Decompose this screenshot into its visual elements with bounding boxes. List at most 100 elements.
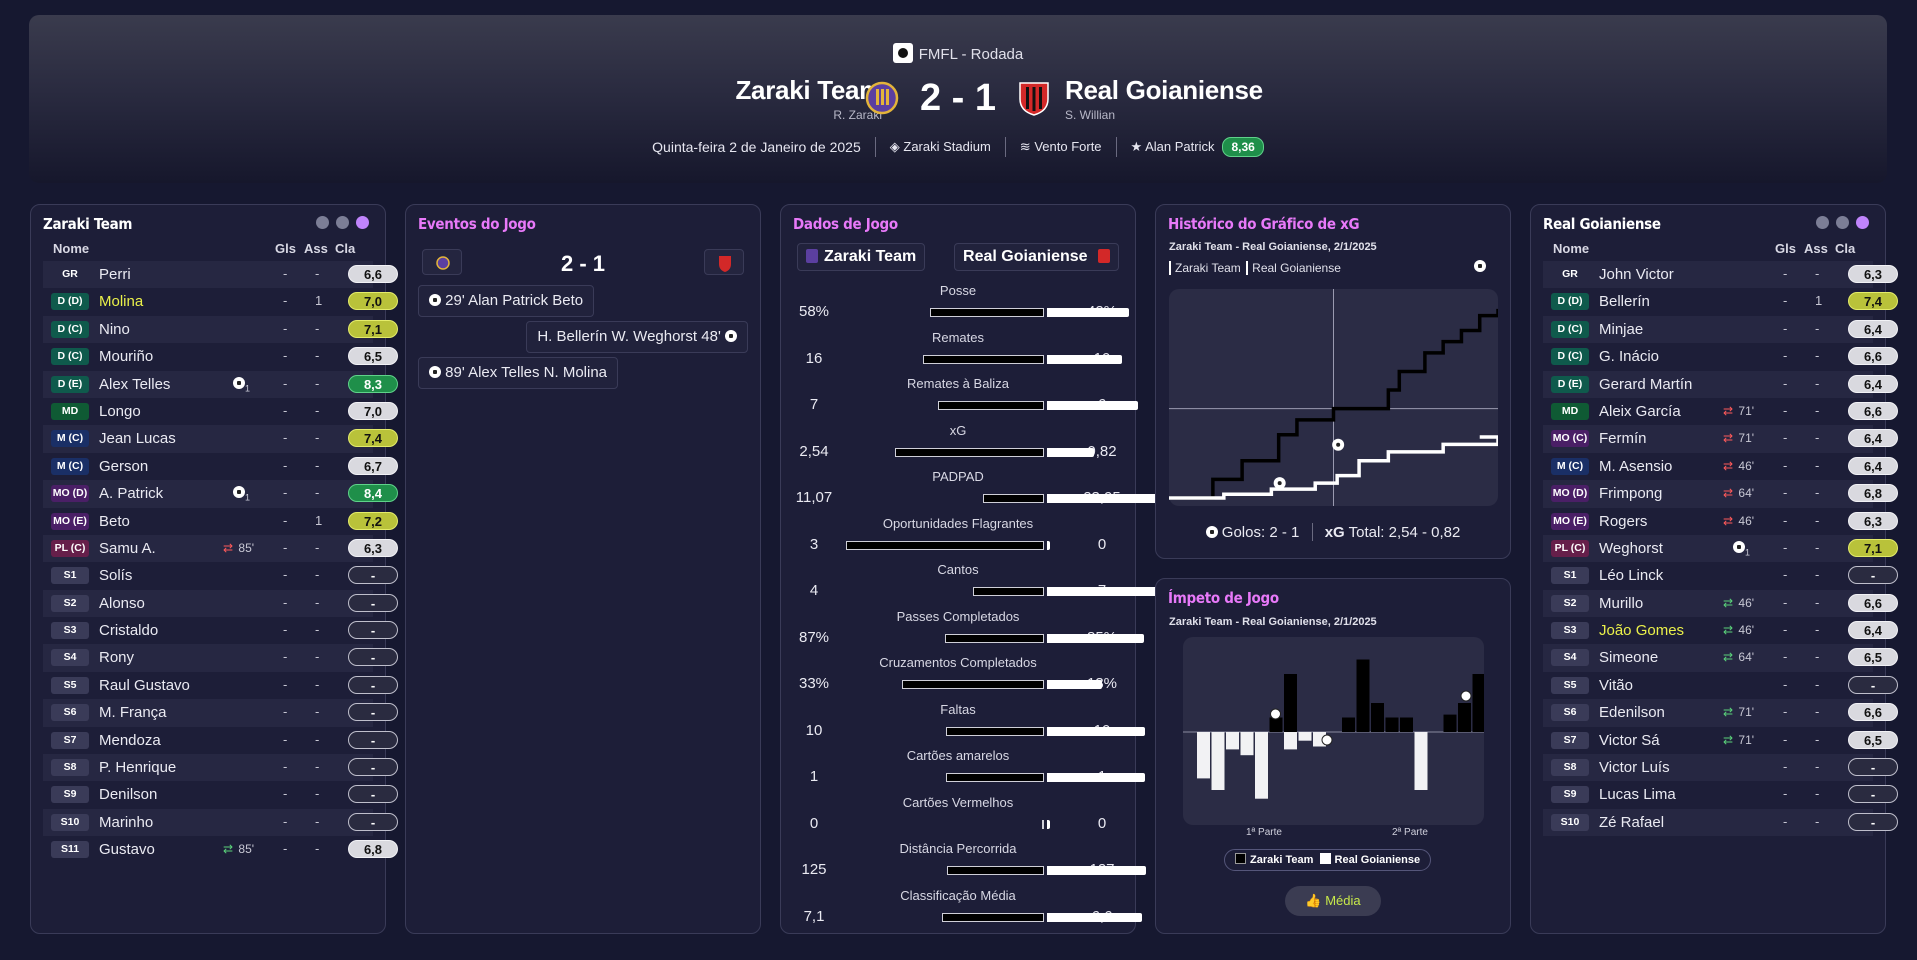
view-dot[interactable] bbox=[336, 216, 349, 229]
goal-event[interactable]: 29' Alan Patrick Beto bbox=[418, 285, 595, 317]
home-team-name[interactable]: Zaraki Team bbox=[735, 75, 882, 105]
player-row[interactable]: D (D) Bellerín - 1 7,4 bbox=[1543, 288, 1898, 315]
player-name[interactable]: Denilson bbox=[99, 786, 158, 804]
col-goals[interactable]: Gls bbox=[1775, 241, 1796, 256]
player-name[interactable]: Alex Telles bbox=[99, 375, 171, 393]
player-row[interactable]: MD Aleix García ⇄ 71' - - 6,6 bbox=[1543, 398, 1898, 425]
player-name[interactable]: Mendoza bbox=[99, 731, 161, 749]
player-name[interactable]: John Victor bbox=[1599, 266, 1674, 283]
player-row[interactable]: S8 Victor Luís - - - bbox=[1543, 754, 1898, 782]
home-team-tab[interactable]: Zaraki Team bbox=[797, 243, 926, 271]
away-manager[interactable]: S. Willian bbox=[1065, 108, 1116, 122]
player-row[interactable]: MO (D) A. Patrick 1 - - 8,4 bbox=[43, 480, 398, 508]
col-name[interactable]: Nome bbox=[53, 241, 90, 256]
player-name[interactable]: Perri bbox=[99, 266, 131, 283]
view-dot-active[interactable] bbox=[356, 216, 369, 229]
player-name[interactable]: Rogers bbox=[1599, 512, 1648, 530]
player-name[interactable]: Zé Rafael bbox=[1599, 813, 1665, 831]
player-name[interactable]: Fermín bbox=[1599, 430, 1647, 448]
player-row[interactable]: GR John Victor - - 6,3 bbox=[1543, 261, 1898, 289]
player-row[interactable]: S5 Vitão - - - bbox=[1543, 672, 1898, 699]
player-name[interactable]: Lucas Lima bbox=[1599, 786, 1676, 804]
home-team-block[interactable]: Zaraki Team R. Zaraki bbox=[735, 75, 882, 122]
player-name[interactable]: Samu A. bbox=[99, 539, 156, 557]
player-row[interactable]: S4 Rony - - - bbox=[43, 644, 398, 672]
player-name[interactable]: Beto bbox=[99, 512, 130, 530]
away-team-block[interactable]: Real Goianiense S. Willian bbox=[1065, 75, 1263, 122]
player-name[interactable]: Gerard Martín bbox=[1599, 375, 1693, 393]
player-name[interactable]: Longo bbox=[99, 402, 141, 420]
player-name[interactable]: Minjae bbox=[1599, 320, 1644, 338]
col-goals[interactable]: Gls bbox=[275, 241, 296, 256]
player-row[interactable]: S10 Marinho - - - bbox=[43, 808, 398, 837]
player-row[interactable]: M (C) Gerson - - 6,7 bbox=[43, 453, 398, 480]
player-name[interactable]: Cristaldo bbox=[99, 622, 159, 640]
home-manager[interactable]: R. Zaraki bbox=[833, 108, 882, 122]
player-row[interactable]: MO (C) Fermín ⇄ 71' - - 6,4 bbox=[1543, 425, 1898, 453]
player-name[interactable]: P. Henrique bbox=[99, 759, 177, 777]
player-name[interactable]: Mouriño bbox=[99, 348, 154, 366]
player-name[interactable]: Gustavo bbox=[99, 841, 155, 859]
player-name[interactable]: Marinho bbox=[99, 813, 154, 831]
player-row[interactable]: D (C) G. Inácio - - 6,6 bbox=[1543, 343, 1898, 370]
player-name[interactable]: Frimpong bbox=[1599, 485, 1663, 503]
player-row[interactable]: S5 Raul Gustavo - - - bbox=[43, 672, 398, 699]
player-name[interactable]: Alonso bbox=[99, 594, 145, 612]
player-name[interactable]: Aleix García bbox=[1599, 402, 1681, 420]
player-name[interactable]: Murillo bbox=[1599, 594, 1644, 612]
player-name[interactable]: Bellerín bbox=[1599, 293, 1650, 311]
player-name[interactable]: M. França bbox=[99, 704, 167, 722]
col-rating[interactable]: Cla bbox=[1835, 241, 1856, 256]
player-name[interactable]: Molina bbox=[99, 293, 144, 311]
player-row[interactable]: MO (D) Frimpong ⇄ 64' - - 6,8 bbox=[1543, 480, 1898, 508]
player-row[interactable]: S2 Murillo ⇄ 46' - - 6,6 bbox=[1543, 589, 1898, 618]
player-name[interactable]: Simeone bbox=[1599, 649, 1659, 667]
col-name[interactable]: Nome bbox=[1553, 241, 1590, 256]
player-row[interactable]: S1 Léo Linck - - - bbox=[1543, 562, 1898, 589]
goal-event[interactable]: 89' Alex Telles N. Molina bbox=[418, 357, 619, 389]
player-name[interactable]: Victor Sá bbox=[1599, 731, 1660, 749]
player-row[interactable]: S7 Victor Sá ⇄ 71' - - 6,5 bbox=[1543, 727, 1898, 754]
player-row[interactable]: MO (E) Rogers ⇄ 46' - - 6,3 bbox=[1543, 508, 1898, 535]
col-rating[interactable]: Cla bbox=[335, 241, 356, 256]
player-name[interactable]: João Gomes bbox=[1599, 622, 1685, 640]
player-name[interactable]: Nino bbox=[99, 320, 130, 338]
view-dot[interactable] bbox=[316, 216, 329, 229]
player-row[interactable]: S7 Mendoza - - - bbox=[43, 727, 398, 754]
player-name[interactable]: Vitão bbox=[1599, 676, 1633, 694]
player-row[interactable]: S8 P. Henrique - - - bbox=[43, 754, 398, 782]
player-name[interactable]: Raul Gustavo bbox=[99, 676, 190, 694]
player-row[interactable]: S1 Solís - - - bbox=[43, 562, 398, 589]
player-row[interactable]: S9 Lucas Lima - - - bbox=[1543, 781, 1898, 808]
player-row[interactable]: S2 Alonso - - - bbox=[43, 589, 398, 618]
player-name[interactable]: A. Patrick bbox=[99, 485, 164, 503]
player-name[interactable]: Solís bbox=[99, 567, 133, 585]
player-name[interactable]: Jean Lucas bbox=[99, 430, 176, 448]
player-row[interactable]: D (D) Molina - 1 7,0 bbox=[43, 288, 398, 315]
player-row[interactable]: M (C) M. Asensio ⇄ 46' - - 6,4 bbox=[1543, 453, 1898, 480]
player-name[interactable]: M. Asensio bbox=[1599, 457, 1673, 475]
away-team-name[interactable]: Real Goianiense bbox=[1065, 75, 1263, 105]
player-row[interactable]: S10 Zé Rafael - - - bbox=[1543, 808, 1898, 837]
player-row[interactable]: D (E) Alex Telles 1 - - 8,3 bbox=[43, 370, 398, 398]
view-dot-active[interactable] bbox=[1856, 216, 1869, 229]
player-row[interactable]: MD Longo - - 7,0 bbox=[43, 398, 398, 425]
player-name[interactable]: Rony bbox=[99, 649, 135, 667]
player-name[interactable]: Weghorst bbox=[1599, 539, 1663, 557]
player-row[interactable]: PL (C) Weghorst 1 - - 7,1 bbox=[1543, 534, 1898, 563]
player-name[interactable]: G. Inácio bbox=[1599, 348, 1660, 366]
stadium-info[interactable]: ◈ Zaraki Stadium bbox=[889, 139, 991, 154]
player-row[interactable]: PL (C) Samu A. ⇄ 85' - - 6,3 bbox=[43, 534, 398, 563]
player-row[interactable]: S6 M. França - - - bbox=[43, 699, 398, 727]
player-name[interactable]: Victor Luís bbox=[1599, 759, 1670, 777]
goal-event[interactable]: H. Bellerín W. Weghorst 48' bbox=[526, 321, 748, 353]
player-row[interactable]: S3 João Gomes ⇄ 46' - - 6,4 bbox=[1543, 617, 1898, 644]
player-name[interactable]: Léo Linck bbox=[1599, 567, 1664, 585]
player-row[interactable]: S9 Denilson - - - bbox=[43, 781, 398, 808]
col-assists[interactable]: Ass bbox=[1804, 241, 1828, 256]
player-row[interactable]: S3 Cristaldo - - - bbox=[43, 617, 398, 644]
player-name[interactable]: Gerson bbox=[99, 457, 149, 475]
player-row[interactable]: S4 Simeone ⇄ 64' - - 6,5 bbox=[1543, 644, 1898, 672]
player-row[interactable]: D (E) Gerard Martín - - 6,4 bbox=[1543, 370, 1898, 398]
player-row[interactable]: M (C) Jean Lucas - - 7,4 bbox=[43, 425, 398, 453]
